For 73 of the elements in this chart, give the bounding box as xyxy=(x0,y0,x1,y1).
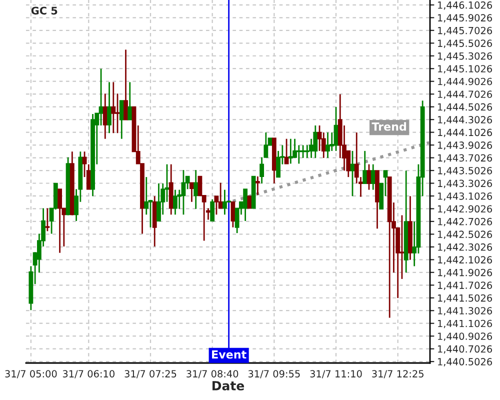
y-tick-label: 1,445.3026 xyxy=(438,52,492,61)
candlestick xyxy=(288,138,293,164)
x-tick-label: 31/7 12:25 xyxy=(372,370,424,378)
candlestick xyxy=(243,188,248,222)
y-tick-label: 1,443.7026 xyxy=(438,154,492,163)
x-tick-label: 31/7 09:55 xyxy=(248,370,300,378)
y-tick-label: 1,440.9026 xyxy=(438,332,492,341)
y-tick-label: 1,442.5026 xyxy=(438,230,492,240)
candlestick xyxy=(313,124,318,159)
candlestick xyxy=(45,208,50,232)
candlestick xyxy=(284,138,289,164)
candlestick xyxy=(190,182,194,203)
candlestick xyxy=(124,48,128,120)
x-tick-label: 31/7 11:10 xyxy=(310,370,362,378)
y-tick-label: 1,441.7026 xyxy=(438,282,492,290)
x-tick-label: 31/7 08:40 xyxy=(186,370,238,378)
candlestick xyxy=(296,144,302,164)
y-tick-label: 1,445.7026 xyxy=(438,26,492,36)
candlestick xyxy=(350,150,355,197)
y-tick-label: 1,441.5026 xyxy=(438,294,492,303)
y-tick-label: 1,440.7026 xyxy=(438,345,492,354)
candlestick xyxy=(111,81,116,134)
candlestick xyxy=(370,164,376,190)
x-tick-label: 31/7 07:25 xyxy=(124,370,176,378)
candlestick xyxy=(247,196,252,209)
y-tick-label: 1,442.7026 xyxy=(438,218,492,226)
candlestick xyxy=(128,81,132,120)
y-tick-label: 1,444.9026 xyxy=(438,78,492,86)
y-tick-label: 1,443.9026 xyxy=(438,142,492,150)
y-tick-label: 1,441.9026 xyxy=(438,268,492,278)
y-tick-label: 1,443.3026 xyxy=(438,180,492,188)
x-tick-label: 31/7 06:10 xyxy=(62,370,114,378)
y-tick-label: 1,444.5026 xyxy=(438,103,492,112)
candlestick xyxy=(107,81,112,134)
candlestick xyxy=(222,189,227,216)
candlestick xyxy=(173,189,178,216)
candlestick xyxy=(156,182,161,222)
ref-line-label: Event xyxy=(212,350,246,359)
candlestick xyxy=(362,150,368,184)
y-tick-label: 1,444.7026 xyxy=(438,90,492,99)
candlestick xyxy=(326,132,330,159)
y-tick-label: 1,444.1026 xyxy=(438,128,492,138)
y-tick-label: 1,442.1026 xyxy=(438,256,492,264)
y-tick-label: 1,441.3026 xyxy=(438,307,492,316)
y-tick-label: 1,445.1026 xyxy=(438,65,492,74)
y-tick-label: 1,443.5026 xyxy=(438,166,492,176)
candlestick xyxy=(119,100,124,140)
candlestick xyxy=(58,188,62,254)
candlestick xyxy=(400,214,404,280)
y-tick-label: 1,441.1026 xyxy=(438,320,492,328)
text: GC 5 xyxy=(31,6,58,15)
series-label: Trend xyxy=(372,122,406,131)
x-tick-label: 31/7 05:00 xyxy=(5,370,57,378)
candlestick xyxy=(366,164,372,190)
candlestick xyxy=(194,169,198,210)
y-tick-label: 1,440.5026 xyxy=(438,358,492,366)
y-tick-label: 1,445.5026 xyxy=(438,40,492,48)
y-tick-label: 1,442.9026 xyxy=(438,205,492,214)
y-tick-label: 1,442.3026 xyxy=(438,243,492,252)
candlestick xyxy=(102,92,108,140)
candlestick xyxy=(334,106,338,152)
candlestick xyxy=(255,176,260,196)
y-tick-label: 1,445.9026 xyxy=(438,14,492,22)
candlestick xyxy=(98,68,104,126)
x-axis-title: Date xyxy=(212,381,244,390)
candlestick xyxy=(210,198,215,222)
candlestick xyxy=(230,201,236,228)
y-tick-label: 1,444.3026 xyxy=(438,116,492,124)
candlestick xyxy=(300,144,306,159)
candlestick xyxy=(115,92,120,134)
candlestick xyxy=(181,169,186,216)
y-tick-label: 1,443.1026 xyxy=(438,192,492,201)
y-tick-label: 1,446.1026 xyxy=(438,1,492,10)
